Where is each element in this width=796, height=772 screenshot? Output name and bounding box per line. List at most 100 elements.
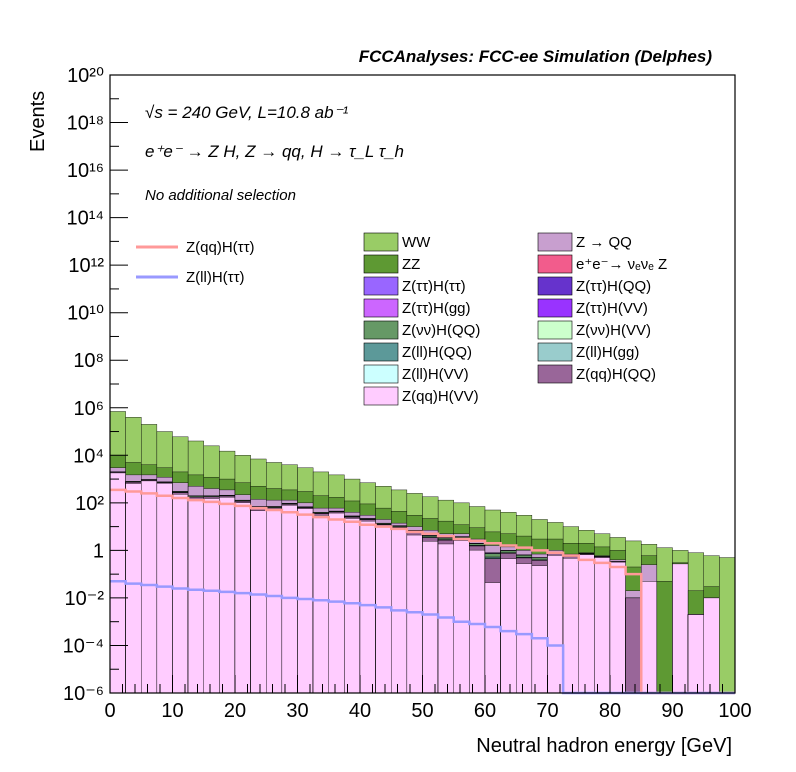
legend-label-stack-5: Z(ττ)H(QQ) bbox=[576, 278, 651, 295]
bar-14-36 bbox=[672, 563, 689, 694]
legend-swatch-0 bbox=[363, 232, 399, 252]
bar-14-32 bbox=[609, 561, 626, 694]
bar-14-7 bbox=[219, 497, 236, 694]
y-tick-label-0: 10⁻⁶ bbox=[63, 683, 104, 705]
bar-14-5 bbox=[187, 499, 204, 694]
y-tick-label-5: 10⁴ bbox=[73, 445, 104, 467]
bar-14-19 bbox=[406, 534, 423, 694]
bar-14-24 bbox=[484, 582, 501, 694]
y-tick-label-13: 10²⁰ bbox=[67, 65, 104, 87]
legend-swatch-12 bbox=[363, 364, 399, 384]
chart-title: FCCAnalyses: FCC-ee Simulation (Delphes) bbox=[359, 47, 713, 66]
bar-14-37 bbox=[687, 614, 704, 694]
bar-14-1 bbox=[125, 483, 142, 694]
legend-swatch-9 bbox=[537, 320, 573, 340]
legend-label-stack-11: Z(ll)H(gg) bbox=[576, 344, 639, 361]
y-tick-label-6: 10⁶ bbox=[74, 398, 104, 420]
legend-label-stack-3: e⁺e⁻→ νₑνₑ Z bbox=[576, 256, 667, 273]
legend-label-stack-9: Z(νν)H(VV) bbox=[576, 322, 651, 339]
legend-swatch-3 bbox=[537, 254, 573, 274]
legend-label-stack-4: Z(ττ)H(ττ) bbox=[402, 278, 466, 295]
x-tick-label-5: 50 bbox=[411, 700, 433, 722]
y-tick-label-4: 10² bbox=[75, 493, 104, 515]
x-tick-label-10: 100 bbox=[718, 700, 751, 722]
x-tick-label-2: 20 bbox=[224, 700, 246, 722]
legend-label-stack-7: Z(ττ)H(VV) bbox=[576, 300, 648, 317]
bar-14-20 bbox=[422, 541, 439, 694]
legend-swatch-1 bbox=[363, 254, 399, 274]
bar-14-34 bbox=[641, 581, 658, 694]
bar-14-28 bbox=[547, 555, 564, 694]
bar-14-27 bbox=[531, 565, 548, 694]
bar-14-16 bbox=[359, 520, 376, 694]
bar-14-29 bbox=[562, 558, 579, 694]
legend-swatch-5 bbox=[537, 276, 573, 296]
y-tick-label-12: 10¹⁸ bbox=[67, 113, 104, 135]
legend-label-stack-14: Z(qq)H(VV) bbox=[402, 388, 479, 405]
annotation-energy: √s = 240 GeV, L=10.8 ab⁻¹ bbox=[145, 103, 349, 122]
legend-swatch-4 bbox=[363, 276, 399, 296]
bar-14-15 bbox=[344, 518, 361, 694]
bar-14-8 bbox=[234, 502, 251, 694]
y-tick-label-3: 1 bbox=[93, 540, 104, 562]
y-tick-label-10: 10¹⁴ bbox=[67, 208, 105, 230]
bar-14-0 bbox=[109, 472, 126, 694]
bar-14-12 bbox=[297, 508, 314, 694]
y-tick-label-8: 10¹⁰ bbox=[67, 303, 104, 325]
y-tick-label-1: 10⁻⁴ bbox=[63, 635, 104, 657]
x-tick-label-3: 30 bbox=[286, 700, 308, 722]
legend: Z(qq)H(ττ) Z(ll)H(ττ) WW Z → QQ ZZ e⁺e⁻→ νₑνₑ… bbox=[136, 232, 667, 406]
legend-label-stack-0: WW bbox=[402, 234, 431, 251]
x-tick-label-8: 80 bbox=[599, 700, 621, 722]
stacked-bars bbox=[109, 411, 736, 694]
bar-14-2 bbox=[141, 480, 158, 694]
legend-swatch-6 bbox=[363, 298, 399, 318]
legend-label-0: Z(qq)H(ττ) bbox=[186, 239, 255, 256]
legend-label-stack-8: Z(νν)H(QQ) bbox=[402, 322, 480, 339]
legend-swatch-10 bbox=[363, 342, 399, 362]
bar-1-35 bbox=[656, 581, 673, 694]
bar-14-30 bbox=[578, 554, 595, 694]
x-tick-label-6: 60 bbox=[474, 700, 496, 722]
y-tick-label-7: 10⁸ bbox=[73, 350, 104, 372]
bar-14-4 bbox=[172, 494, 189, 694]
bar-14-25 bbox=[500, 558, 517, 694]
bar-14-3 bbox=[156, 483, 173, 694]
x-tick-label-4: 40 bbox=[349, 700, 371, 722]
overlay-line-0 bbox=[110, 488, 735, 695]
bar-14-10 bbox=[266, 509, 283, 694]
bar-14-9 bbox=[250, 510, 267, 694]
bar-14-17 bbox=[375, 526, 392, 694]
x-tick-label-0: 0 bbox=[104, 700, 115, 722]
legend-label-stack-10: Z(ll)H(QQ) bbox=[402, 344, 472, 361]
legend-swatch-7 bbox=[537, 298, 573, 318]
overlay-line-1 bbox=[110, 580, 735, 695]
y-axis-label: Events bbox=[27, 91, 49, 152]
legend-label-stack-6: Z(ττ)H(gg) bbox=[402, 300, 471, 317]
legend-label-1: Z(ll)H(ττ) bbox=[186, 269, 245, 286]
bar-14-23 bbox=[469, 549, 486, 694]
bar-14-13 bbox=[312, 515, 329, 694]
legend-swatch-13 bbox=[537, 364, 573, 384]
bar-14-14 bbox=[328, 512, 345, 694]
x-axis-label: Neutral hadron energy [GeV] bbox=[476, 735, 732, 757]
bar-14-38 bbox=[703, 597, 720, 694]
legend-swatch-8 bbox=[363, 320, 399, 340]
legend-swatch-11 bbox=[537, 342, 573, 362]
y-tick-label-9: 10¹² bbox=[68, 255, 104, 277]
bar-0-39 bbox=[719, 557, 736, 694]
bar-13-33 bbox=[625, 597, 642, 694]
y-tick-label-11: 10¹⁶ bbox=[67, 160, 104, 182]
y-tick-label-2: 10⁻² bbox=[65, 588, 105, 610]
legend-label-stack-2: Z → QQ bbox=[576, 234, 632, 251]
annotation-process: e⁺e⁻ → Z H, Z → qq, H → τ_L τ_h bbox=[145, 142, 404, 161]
overlay-lines bbox=[110, 488, 735, 695]
axis-ticks: 0 10 20 30 40 50 60 70 80 90 100 10⁻⁶ 10⁻⁴ 10⁻² 1 10² 10… bbox=[63, 65, 752, 722]
legend-swatch-2 bbox=[537, 232, 573, 252]
x-tick-label-9: 90 bbox=[661, 700, 683, 722]
annotation-selection: No additional selection bbox=[145, 187, 296, 204]
bar-14-6 bbox=[203, 498, 220, 694]
x-tick-label-1: 10 bbox=[161, 700, 183, 722]
x-tick-label-7: 70 bbox=[536, 700, 558, 722]
